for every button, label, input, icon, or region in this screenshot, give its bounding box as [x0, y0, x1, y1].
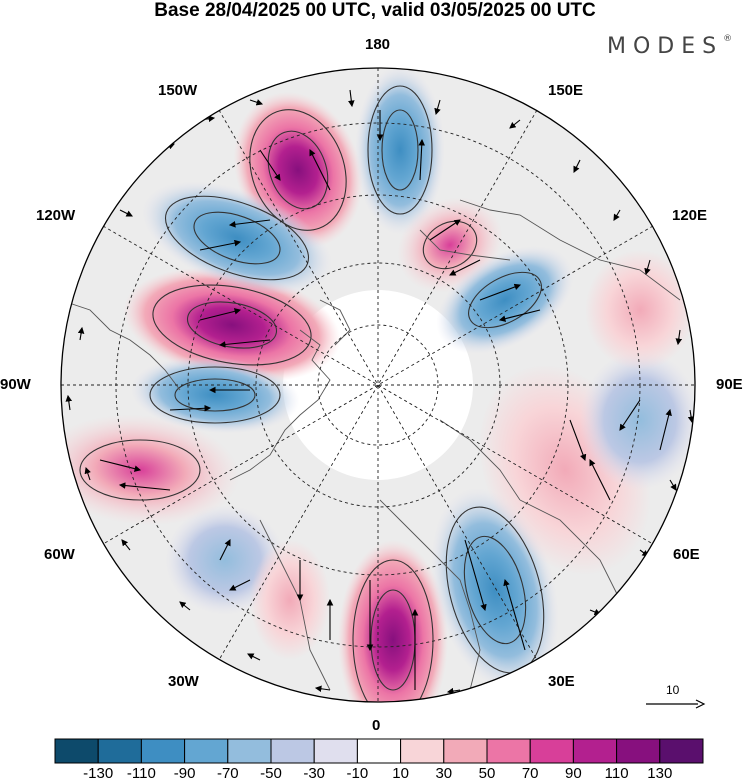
colorbar-tick-label: 10 [392, 765, 409, 782]
lon-label-150e: 150E [548, 82, 584, 99]
colorbar-swatch [400, 738, 445, 764]
anomaly-center [580, 350, 695, 490]
anomaly-center [130, 356, 300, 434]
reference-vector-arrow [646, 699, 706, 709]
graticule [61, 68, 695, 702]
colorbar-swatch [356, 738, 402, 764]
anomaly-center [355, 68, 445, 235]
colorbar-swatch [529, 738, 574, 764]
colorbar-tick-label: 30 [435, 765, 453, 782]
colorbar [54, 738, 704, 764]
colorbar-tick-label: 50 [478, 765, 496, 782]
modes-logo-text: MODES [607, 34, 724, 59]
colorbar-swatch [227, 738, 272, 764]
colorbar-tick-label: -30 [303, 765, 326, 782]
colorbar-swatch [270, 738, 315, 764]
lon-label-180: 180 [365, 36, 391, 53]
colorbar-swatch [486, 738, 531, 764]
colorbar-swatch [97, 738, 142, 764]
colorbar-swatch [616, 738, 661, 764]
anomaly-center [338, 540, 448, 702]
anomaly-center [141, 181, 333, 295]
colorbar-tick-label: 90 [565, 765, 582, 782]
map-title: Base 28/04/2025 00 UTC, valid 03/05/2025… [154, 0, 596, 21]
wind-vectors [65, 89, 695, 695]
colorbar-swatch [313, 738, 358, 764]
colorbar-tick-label: -110 [126, 765, 156, 782]
colorbar-tick-label: -90 [173, 765, 196, 782]
colorbar-tick-label: -70 [216, 765, 239, 782]
registered-mark: ® [723, 34, 733, 44]
lon-label-30e: 30E [548, 673, 575, 690]
colorbar-tick-label: -130 [83, 765, 114, 782]
lon-label-120w: 120W [36, 207, 76, 224]
colorbar-swatch [443, 738, 488, 764]
colorbar-tick-label: 130 [647, 765, 673, 782]
lon-label-150w: 150W [158, 82, 198, 99]
lon-label-90w: 90W [0, 376, 31, 393]
lon-label-0: 0 [372, 717, 381, 734]
colorbar-tick-label: 70 [521, 765, 539, 782]
colorbar-swatch [659, 738, 704, 764]
anomaly-center [123, 267, 341, 383]
reference-vector-label: 10 [666, 683, 680, 697]
anomaly-field [61, 68, 695, 702]
lon-label-60w: 60W [44, 546, 75, 563]
colorbar-swatch [54, 738, 99, 764]
colorbar-tick-label: 110 [604, 765, 629, 782]
lon-label-90e: 90E [716, 376, 743, 393]
anomaly-center [436, 245, 574, 355]
colorbar-tick-label: -10 [346, 765, 369, 782]
colorbar-tick-label: -50 [260, 765, 282, 782]
colorbar-swatch [184, 738, 229, 764]
modes-logo: MODES® [607, 34, 732, 59]
colorbar-swatch [572, 738, 618, 764]
lon-label-120e: 120E [672, 207, 708, 224]
colorbar-swatch [140, 738, 186, 764]
lon-label-60e: 60E [673, 546, 700, 563]
lon-label-30w: 30W [168, 673, 199, 690]
